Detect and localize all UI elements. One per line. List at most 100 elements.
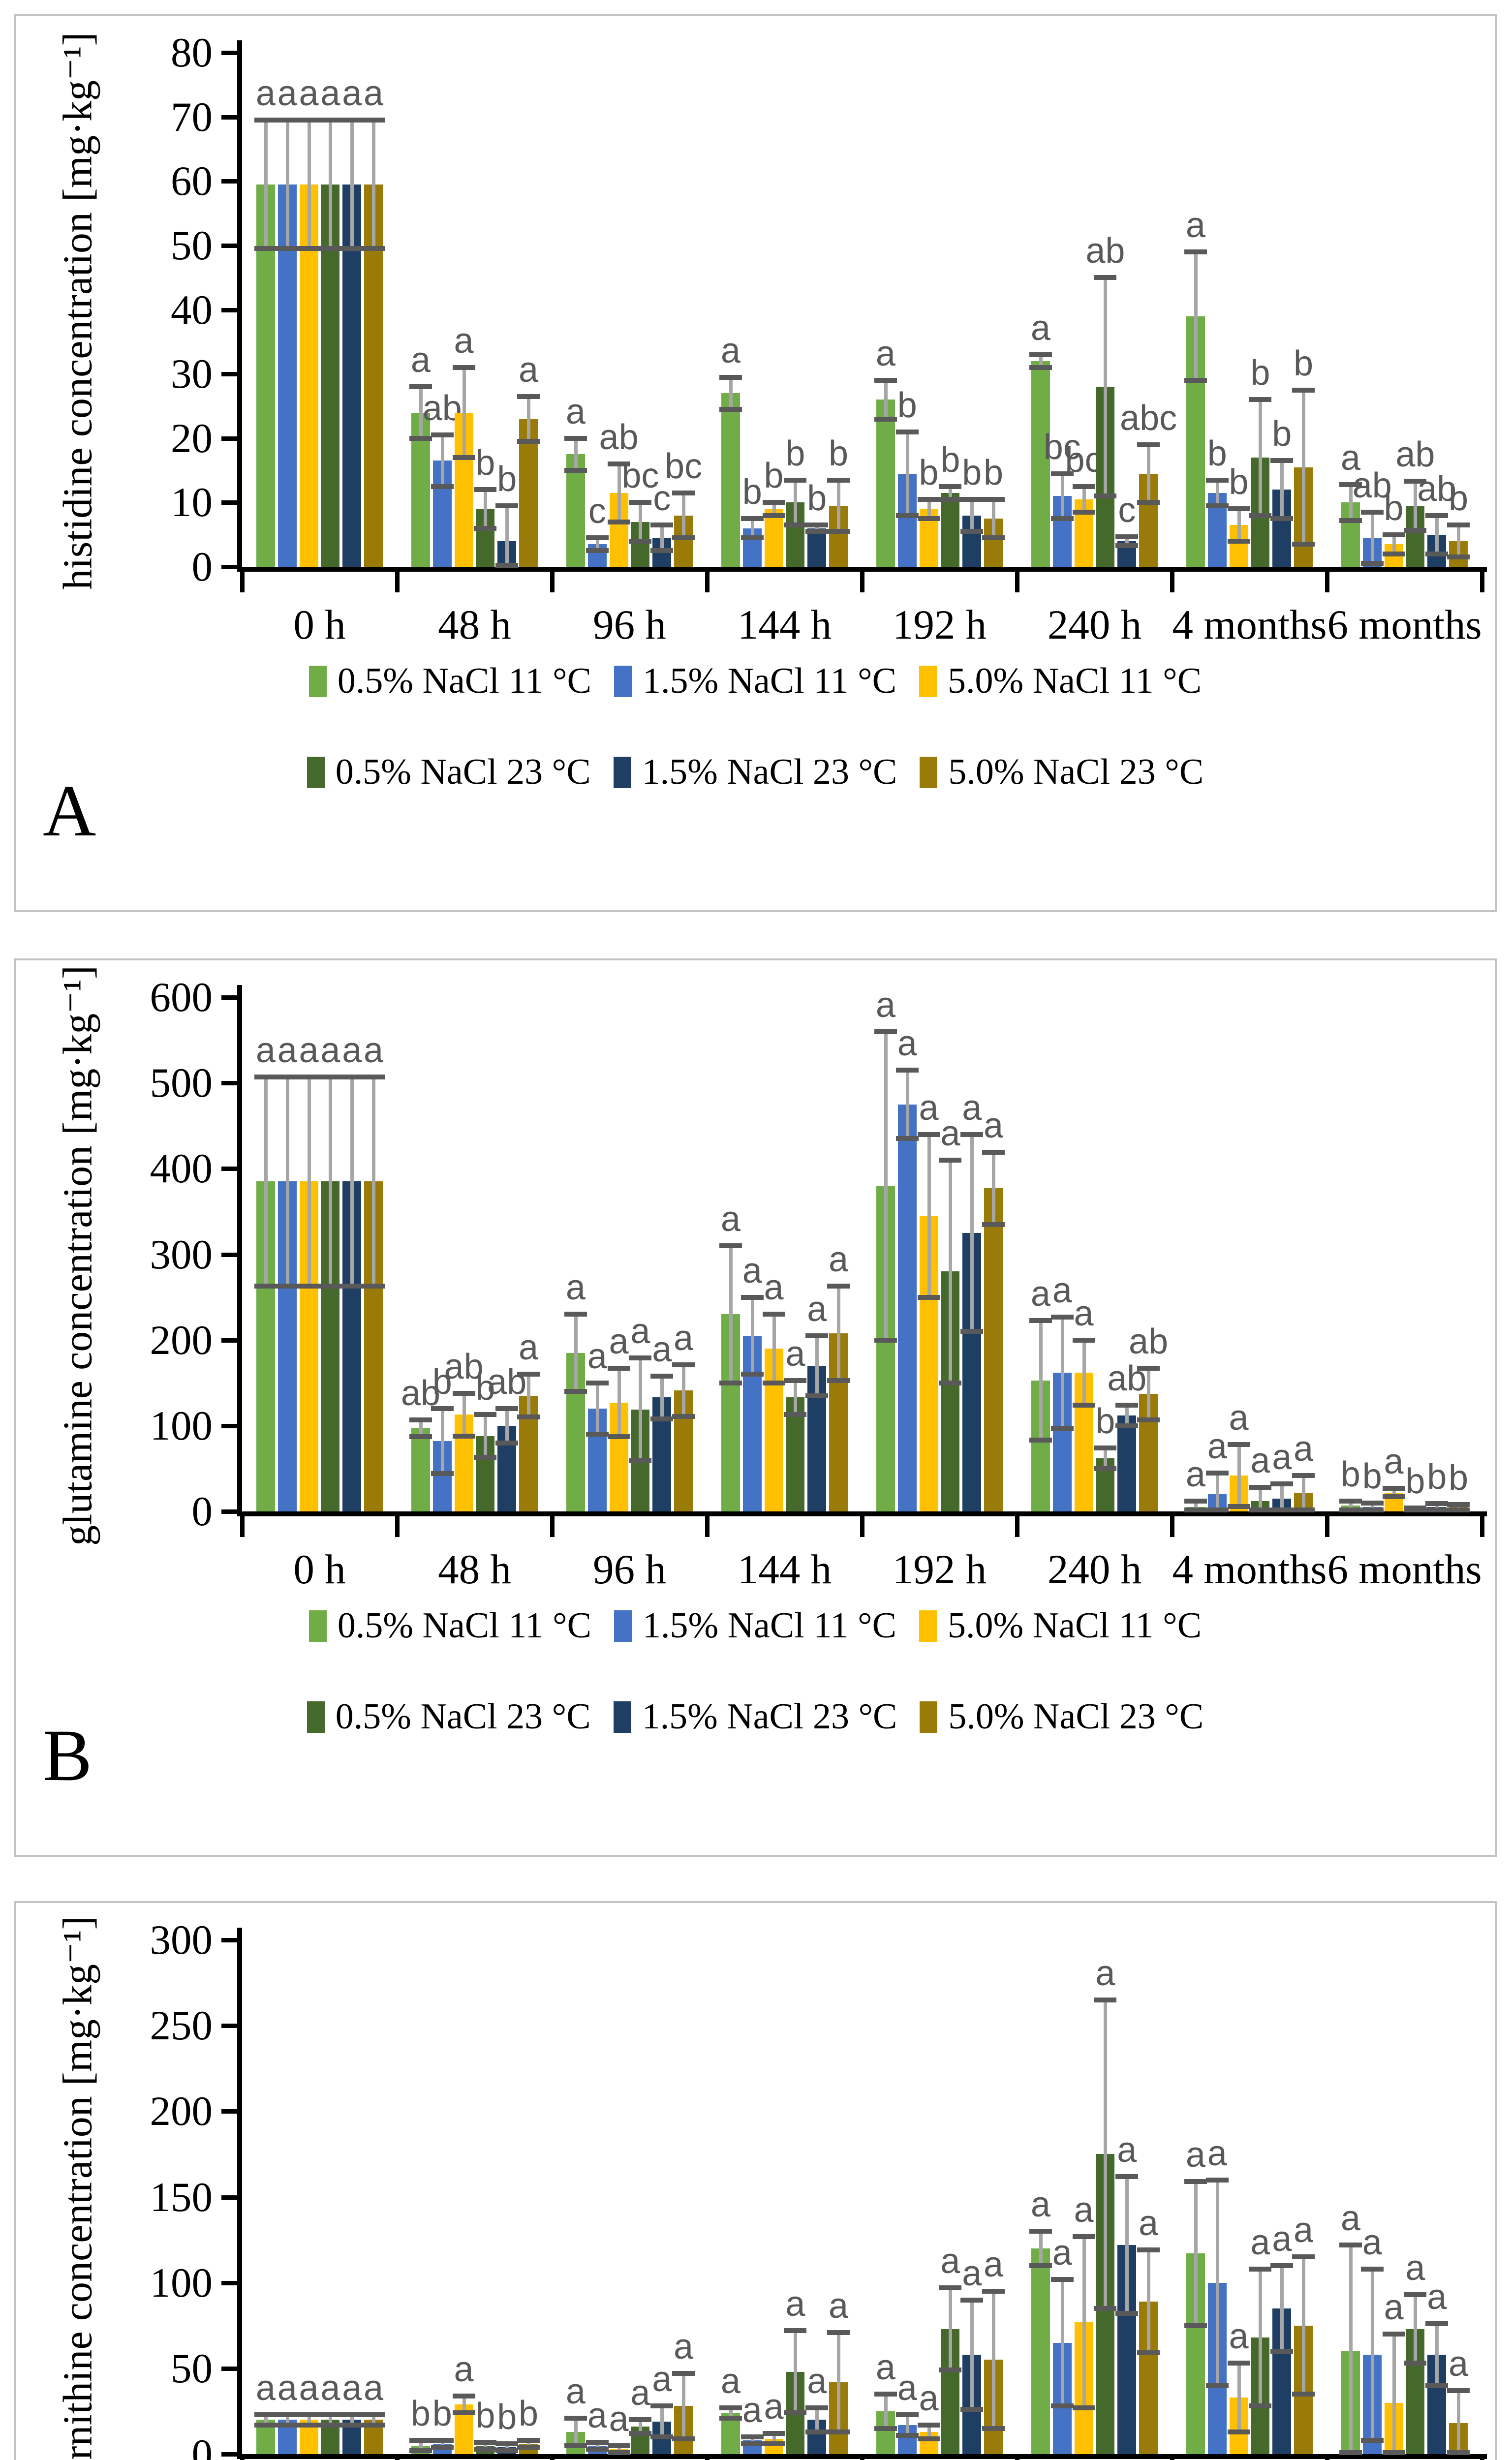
error-bar-line (884, 2394, 888, 2429)
error-bar-line (264, 2414, 268, 2425)
legend-row-1: 0.5% NaCl 11 °C 1.5% NaCl 11 °C 5.0% NaCl … (16, 660, 1495, 702)
error-bar-cap-bottom (276, 2422, 299, 2428)
error-bar-cap-top (982, 1150, 1005, 1155)
significance-letter: ab (487, 1362, 527, 1402)
category-label: 96 h (593, 602, 666, 648)
panel-label: B (43, 1715, 93, 1796)
error-bar-cap-bottom (340, 2422, 364, 2428)
error-bar-cap-bottom (517, 2445, 540, 2450)
significance-letter: b (984, 453, 1004, 492)
error-bar-line (307, 1076, 311, 1286)
error-bar-cap-bottom (982, 535, 1005, 541)
error-bar-cap-bottom (431, 2445, 454, 2450)
error-bar-cap-top (1094, 1445, 1117, 1451)
significance-letter: a (1250, 2222, 1270, 2262)
y-axis-tick (221, 243, 237, 248)
error-bar-cap-top (895, 429, 919, 434)
error-bar-line (1259, 1487, 1263, 1510)
y-axis-title: histidine concentration [mg·kg⁻¹] (55, 32, 101, 590)
error-bar-line (970, 499, 974, 532)
error-bar-cap-bottom (982, 1222, 1005, 1227)
category-label: 48 h (438, 1546, 511, 1593)
significance-letter: a (807, 2361, 827, 2401)
legend-label: 0.5% NaCl 11 °C (337, 1605, 591, 1646)
significance-letter: b (475, 443, 495, 483)
error-bar-line (264, 1076, 268, 1286)
error-bar-cap-top (1115, 2174, 1139, 2179)
legend-label: 5.0% NaCl 11 °C (948, 1605, 1202, 1646)
legend-label: 5.0% NaCl 11 °C (948, 661, 1202, 701)
legend-item: 1.5% NaCl 23 °C (613, 751, 897, 793)
legend-item: 5.0% NaCl 11 °C (919, 1605, 1202, 1647)
error-bar-cap-bottom (1425, 551, 1449, 556)
error-bar-line (927, 1134, 931, 1297)
y-axis-tick-label: 400 (150, 1145, 213, 1192)
legend-item: 1.5% NaCl 11 °C (614, 1605, 896, 1647)
error-bar-cap-bottom (1404, 527, 1427, 533)
error-bar-cap-top (1360, 2266, 1384, 2272)
significance-letter: a (764, 1268, 784, 1308)
error-bar-cap-bottom (495, 563, 519, 568)
error-bar-cap-bottom (474, 2446, 497, 2452)
legend-swatch (920, 756, 938, 788)
significance-letter: a (364, 74, 384, 114)
y-axis-tick-label: 150 (150, 2174, 213, 2220)
significance-letter: a (674, 1319, 694, 1358)
error-bar-cap-top (650, 1373, 674, 1379)
error-bar-cap-bottom (1072, 509, 1095, 515)
error-bar-line (285, 2414, 289, 2425)
significance-letter: a (1185, 1455, 1205, 1495)
error-bar-cap-bottom (362, 246, 385, 251)
error-bar-cap-bottom (1404, 2361, 1427, 2366)
error-bar-cap-top (607, 461, 630, 466)
x-axis-tick (1480, 2459, 1484, 2460)
error-bar-line (419, 2440, 423, 2451)
error-bar-cap-bottom (431, 484, 454, 489)
significance-letter: a (1117, 2130, 1137, 2170)
error-bar-line (1435, 515, 1439, 554)
error-bar-line (329, 1076, 333, 1286)
error-bar-cap-top (874, 2392, 897, 2397)
error-bar-line (1280, 1484, 1284, 1510)
error-bar-line (905, 2414, 909, 2435)
error-bar-cap-bottom (650, 1416, 674, 1421)
x-axis-tick (860, 1516, 864, 1537)
error-bar-cap-bottom (939, 1380, 962, 1385)
error-bar-line (505, 2444, 509, 2451)
error-bar-cap-bottom (319, 1283, 342, 1289)
significance-letter: a (565, 2371, 586, 2411)
error-bar-cap-top (1115, 1403, 1139, 1408)
bar (1117, 1415, 1137, 1511)
legend-label: 5.0% NaCl 23 °C (948, 752, 1204, 792)
error-bar-cap-top (1205, 1470, 1229, 1476)
error-bar-cap-bottom (1205, 2383, 1229, 2388)
significance-letter: a (255, 74, 276, 114)
legend-item: 1.5% NaCl 23 °C (613, 1696, 897, 1738)
error-bar-cap-top (741, 2434, 764, 2440)
error-bar-cap-bottom (1360, 2438, 1384, 2443)
error-bar-cap-top (474, 2439, 497, 2445)
x-axis-tick (395, 572, 400, 592)
y-axis-tick (221, 1338, 237, 1343)
error-bar-cap-top (319, 118, 342, 123)
error-bar-cap-top (1339, 2243, 1362, 2248)
y-axis-tick (221, 1252, 237, 1257)
error-bar-line (1435, 2324, 1439, 2386)
error-bar-cap-bottom (495, 2448, 519, 2454)
error-bar-cap-bottom (1227, 2429, 1250, 2434)
significance-letter: a (962, 2253, 982, 2293)
category-label: 6 months (1327, 602, 1482, 648)
x-axis-tick (705, 572, 710, 592)
bar (897, 1104, 917, 1511)
error-bar-cap-bottom (1447, 1507, 1470, 1512)
x-axis (237, 2454, 1487, 2459)
significance-letter: b (764, 456, 784, 496)
significance-letter: a (277, 74, 297, 114)
significance-letter: bc (1043, 427, 1081, 467)
error-bar-cap-top (1094, 275, 1117, 280)
bar (984, 1188, 1003, 1511)
significance-letter: b (919, 453, 939, 492)
error-bar-cap-top (1382, 532, 1405, 537)
error-bar-cap-bottom (1425, 1507, 1449, 1512)
error-bar-line (1259, 400, 1263, 516)
